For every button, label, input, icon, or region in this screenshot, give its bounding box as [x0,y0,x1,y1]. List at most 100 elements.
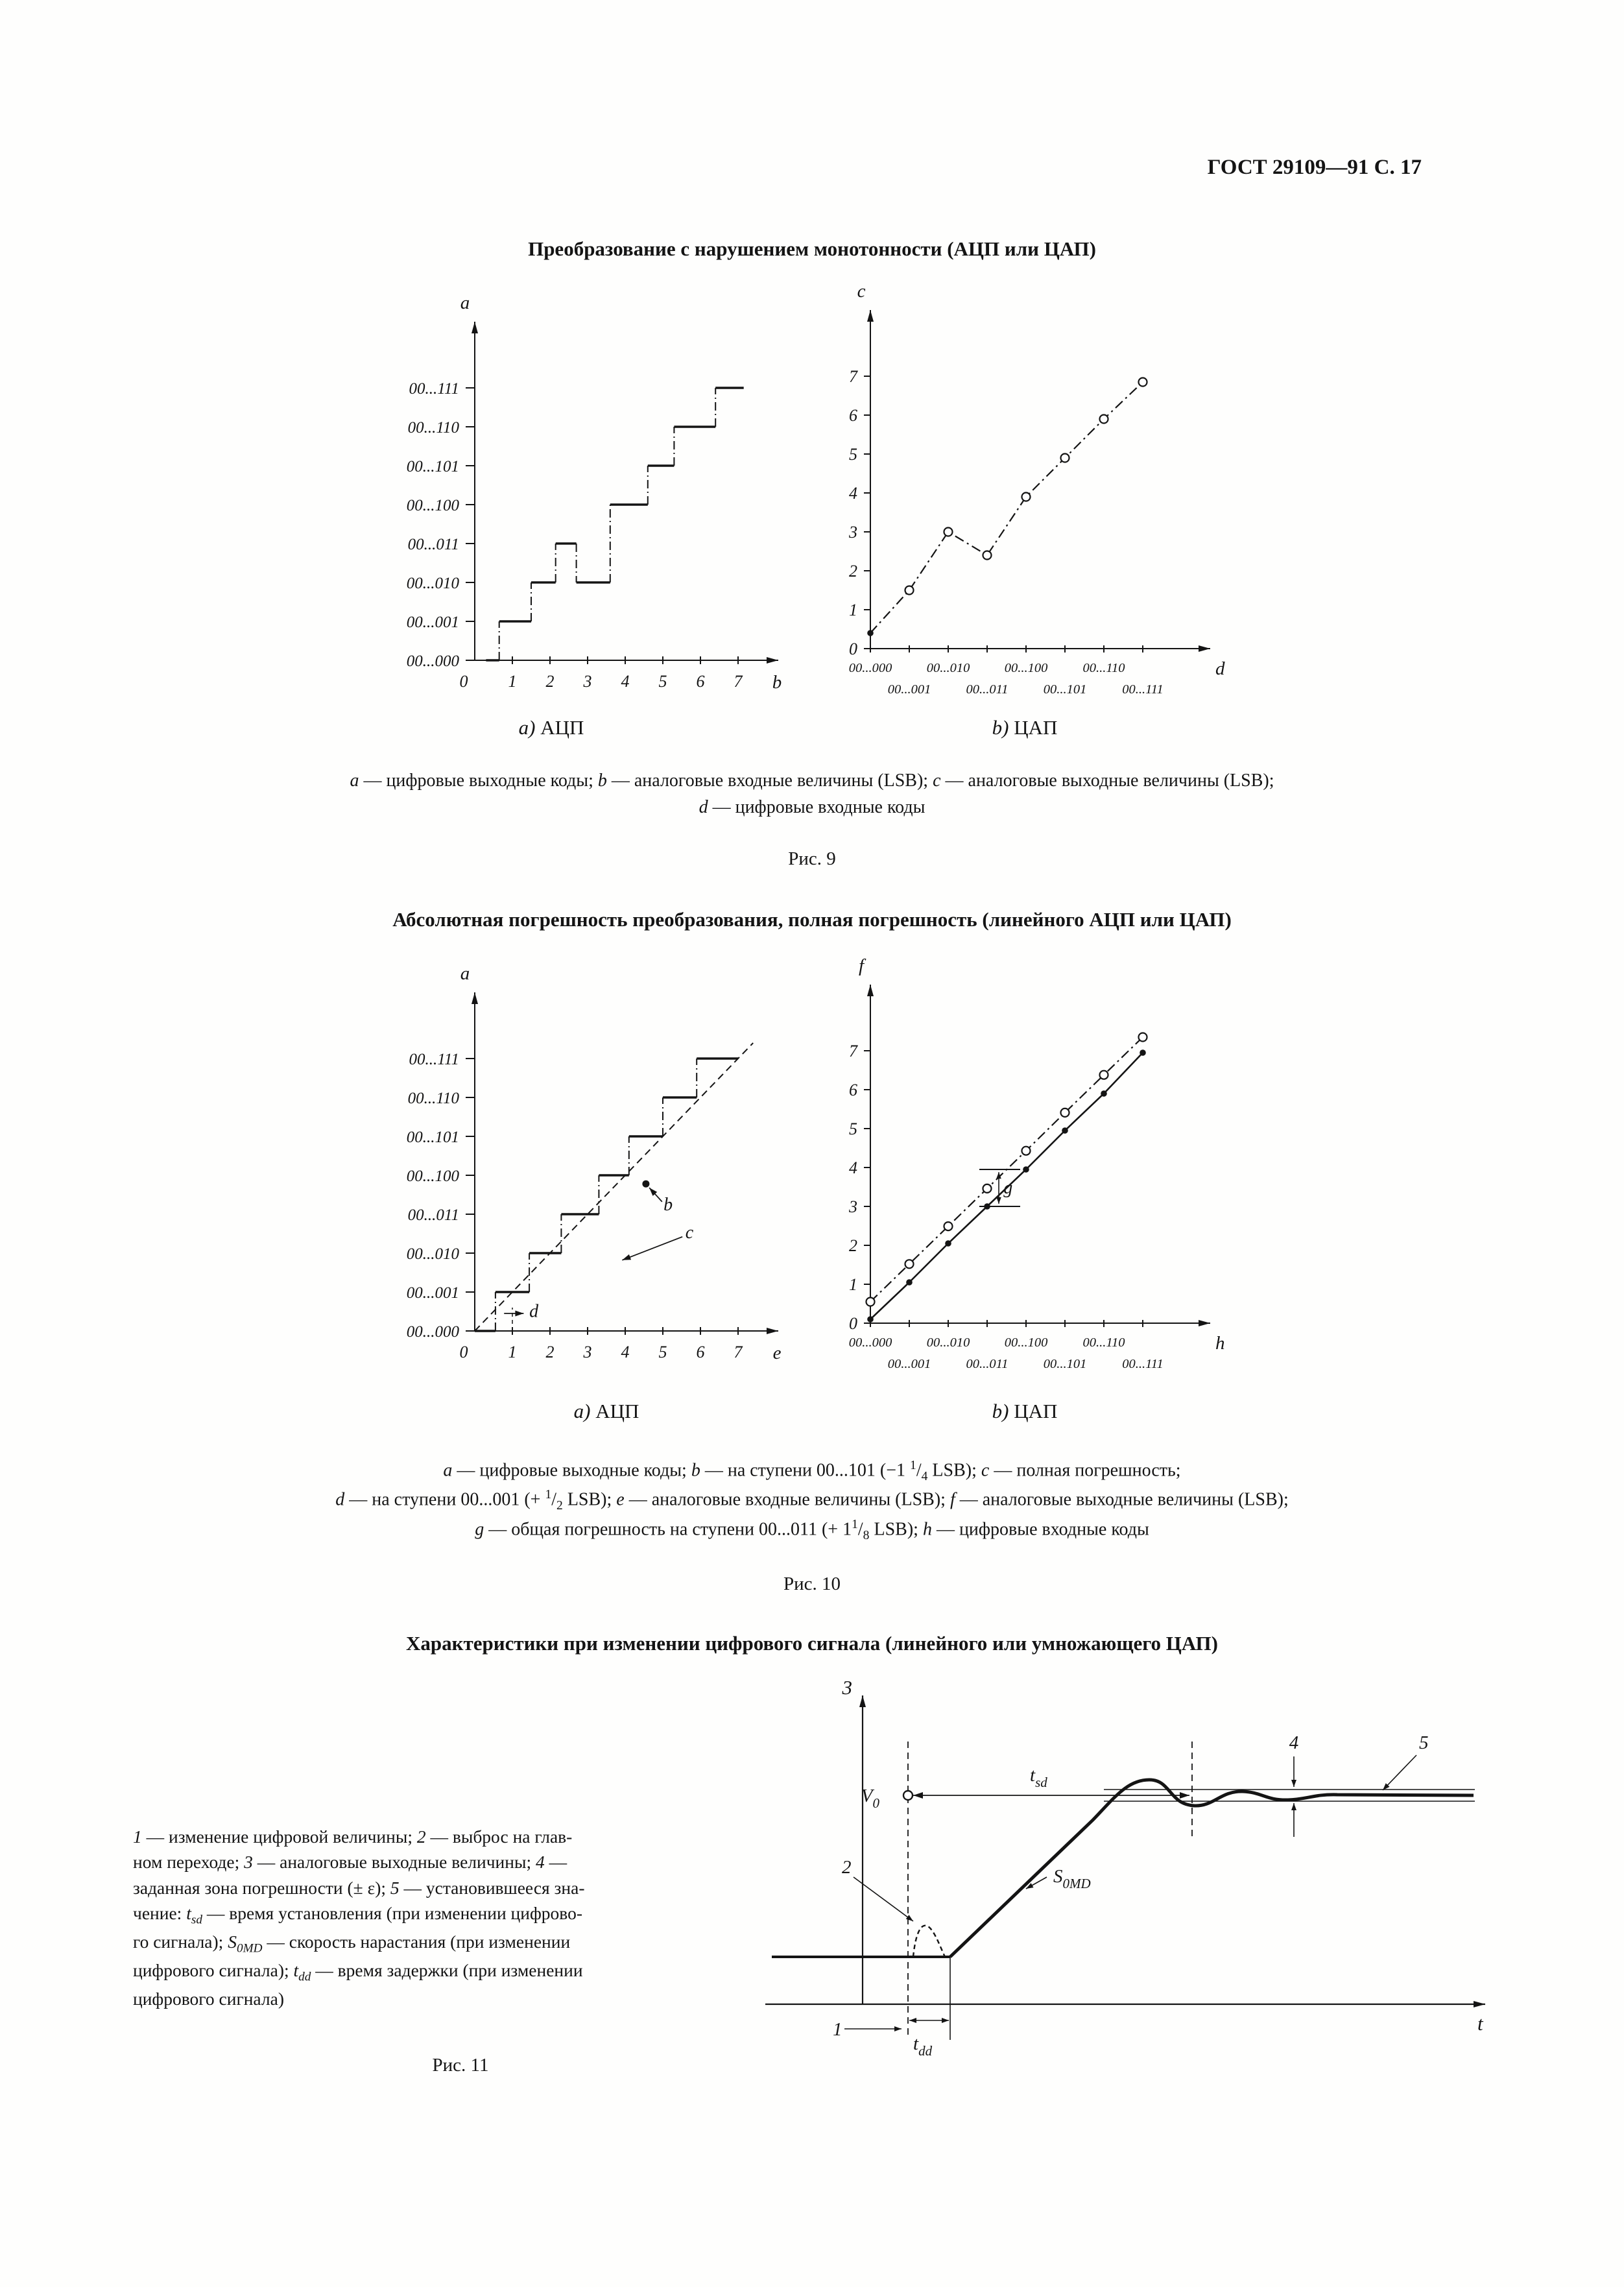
marker-dot [906,1279,913,1286]
fig11-title: Характеристики при изменении цифрового с… [406,1632,1218,1655]
label-tdd: tdd [913,2033,933,2059]
fig10-title: Абсолютная погрешность преобразования, п… [392,908,1232,931]
x-axis-label: e [773,1343,782,1363]
x-tick-label: 1 [508,672,517,691]
marker-dot [867,630,874,636]
x-tick-label: 6 [697,1343,705,1361]
y-axis-label: a [460,293,470,313]
marker-circle [943,1221,953,1232]
y-tick-label: 6 [849,1081,857,1099]
x-tick-label: 00...010 [927,661,970,675]
x-tick-label: 00...010 [927,1335,970,1350]
y-tick-label: 00...100 [407,497,460,514]
series-actual [870,1052,1143,1320]
y-tick-label: 00...101 [407,458,459,475]
y-tick-label: 00...100 [407,1167,460,1185]
y-tick-label: 0 [849,1314,857,1333]
y-tick-label: 1 [849,601,857,619]
fig9b-dac-chart: c d 0 1 2 3 4 5 6 7 00...000 00...010 00...100 00...1… [818,259,1234,713]
annotation-arrow [622,1236,683,1261]
x-axis-label: t [1477,2012,1484,2035]
fig9-label: Рис. 9 [788,848,836,869]
fig11-note: 1 — изменение цифровой величины; 2 — выб… [133,1826,585,2009]
x-tick-label: 00...001 [888,1357,931,1371]
annotation-label: d [529,1301,539,1321]
fig10b-svg: f h 0 1 2 3 4 5 6 7 00...000 00...010 00...100 00...1… [848,955,1225,1371]
marker-circle [904,1259,914,1269]
x-tick-label: 00...001 [888,682,931,697]
y-tick-label: 00...110 [408,1090,460,1107]
arrow-head [996,1172,1001,1179]
annotation-arrow [1382,1754,1417,1791]
glitch-curve [912,1924,946,1958]
marker-dot [945,1240,951,1247]
arrow-head [905,1915,913,1921]
marker-dot [867,1316,874,1323]
x-tick-label: 00...011 [966,682,1008,697]
fig11-label: Рис. 11 [432,2055,489,2076]
x-tick-label: 4 [621,1343,630,1361]
fig9a-adc-chart: a b 00...000 00...001 00...010 00...011 00...1… [358,271,786,712]
arrow-head [1180,1792,1189,1799]
marker-dot [1140,1049,1146,1056]
fig10-legend: a — цифровые выходные коды; b — на ступе… [335,1459,1289,1542]
arrow-head [894,2026,902,2031]
arrow-head [649,1188,658,1196]
x-tick-label: 2 [546,672,555,691]
x-tick-label: 0 [460,672,468,691]
marker-circle [982,1183,992,1193]
arrow-head [1474,2001,1485,2007]
fig9-legend: a — цифровые выходные коды; b — аналогов… [350,771,1274,817]
annotation-label: c [686,1223,694,1243]
fig10b-dac-chart: f h 0 1 2 3 4 5 6 7 00...000 00...010 00...100 00...1… [818,934,1234,1388]
x-tick-label: 1 [508,1343,517,1361]
x-tick-label: 5 [659,1343,667,1361]
marker-circle [904,585,914,595]
fig10b-caption: b) ЦАП [992,1400,1058,1422]
arrow-head [867,310,874,322]
y-tick-label: 00...010 [407,1245,460,1263]
label-somd: S0MD [1053,1866,1091,1891]
marker-circle [865,1297,876,1307]
y-tick-label: 3 [848,523,857,542]
x-tick-label: 00...011 [966,1357,1008,1371]
arrow-head [942,2018,949,2023]
x-tick-label: 00...101 [1044,682,1087,697]
x-tick-label: 00...110 [1082,1335,1125,1350]
fig9b-svg: c d 0 1 2 3 4 5 6 7 00...000 00...010 00...100 00...1… [848,281,1225,697]
y-tick-label: 4 [849,1158,857,1177]
y-tick-label: 00...110 [408,419,460,437]
x-tick-label: 00...000 [849,1335,892,1350]
y-tick-label: 00...000 [407,1323,460,1341]
annotation-label: g [1003,1178,1012,1198]
v0-marker [902,1790,914,1801]
y-tick-label: 00...111 [409,1051,459,1068]
arrow-head [996,1197,1001,1204]
marker-circle [1099,414,1109,424]
label-v0: V0 [861,1786,880,1811]
marker-circle [1060,453,1070,463]
arrow-head [472,992,478,1004]
y-tick-label: 00...011 [408,536,459,553]
y-tick-label: 1 [849,1275,857,1294]
arrow-head [1291,1803,1296,1810]
x-tick-label: 00...111 [1122,682,1164,697]
arrow-head [909,2018,916,2023]
fig9b-caption: b) ЦАП [992,716,1058,739]
x-tick-label: 00...111 [1122,1357,1164,1371]
y-tick-label: 4 [849,484,857,503]
fig10a-adc-chart: a e 00...000 00...001 00...010 00...011 00...1… [358,942,786,1383]
fig10a-caption: a) АЦП [573,1400,639,1422]
y-axis-label: f [859,955,866,976]
x-axis-label: b [772,672,782,693]
marker-circle [1060,1107,1070,1118]
x-axis-label: d [1215,658,1225,679]
x-tick-label: 7 [734,672,743,691]
y-tick-label: 2 [849,562,857,581]
arrow-head [1291,1780,1296,1787]
x-tick-label: 3 [583,1343,592,1361]
marker-circle [1138,377,1148,387]
series-dac-output [870,381,1143,634]
y-tick-label: 00...000 [407,653,460,670]
